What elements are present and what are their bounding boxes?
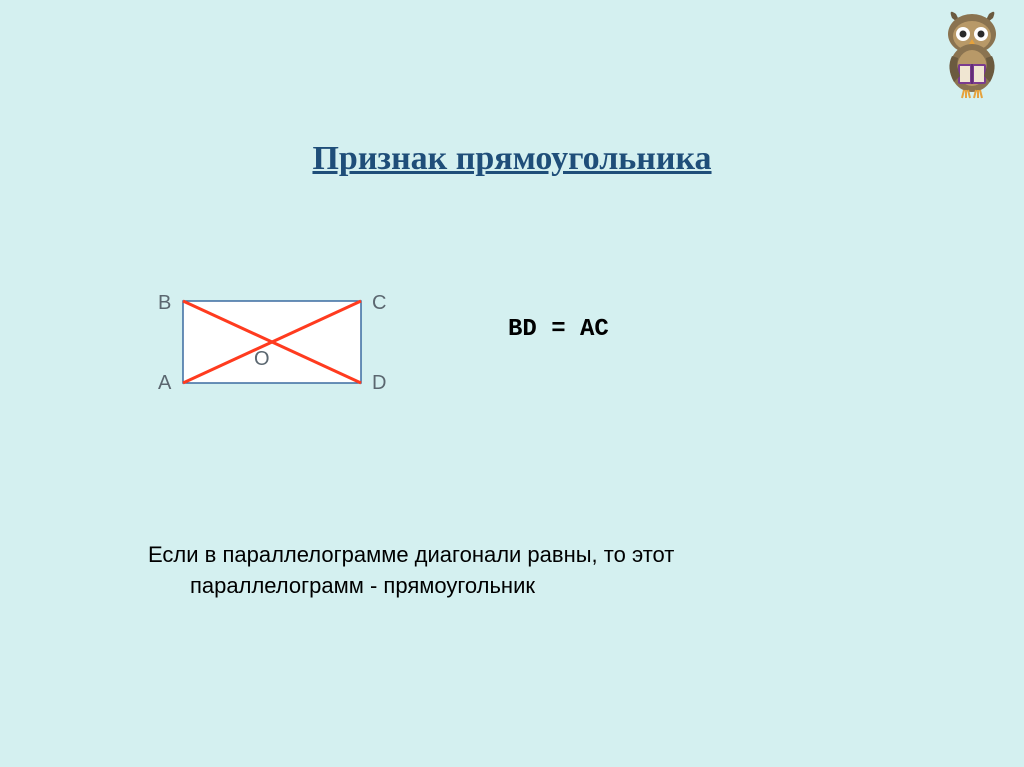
vertex-c-label: C (372, 292, 386, 315)
theorem-line2: параллелограмм - прямоугольник (148, 571, 674, 602)
vertex-d-label: D (372, 372, 386, 395)
rectangle-diagram: B C A D O (158, 286, 388, 396)
theorem-line1: Если в параллелограмме диагонали равны, … (148, 542, 674, 567)
rectangle-svg (158, 286, 388, 396)
vertex-b-label: B (158, 292, 171, 315)
slide: Признак прямоугольника B C A D O BD = AC… (0, 0, 1024, 767)
slide-title: Признак прямоугольника (312, 140, 711, 178)
formula-text: BD = AC (508, 316, 609, 343)
vertex-o-label: O (254, 348, 270, 371)
vertex-a-label: A (158, 372, 171, 395)
owl-icon (930, 6, 1015, 101)
theorem-text: Если в параллелограмме диагонали равны, … (148, 540, 674, 602)
